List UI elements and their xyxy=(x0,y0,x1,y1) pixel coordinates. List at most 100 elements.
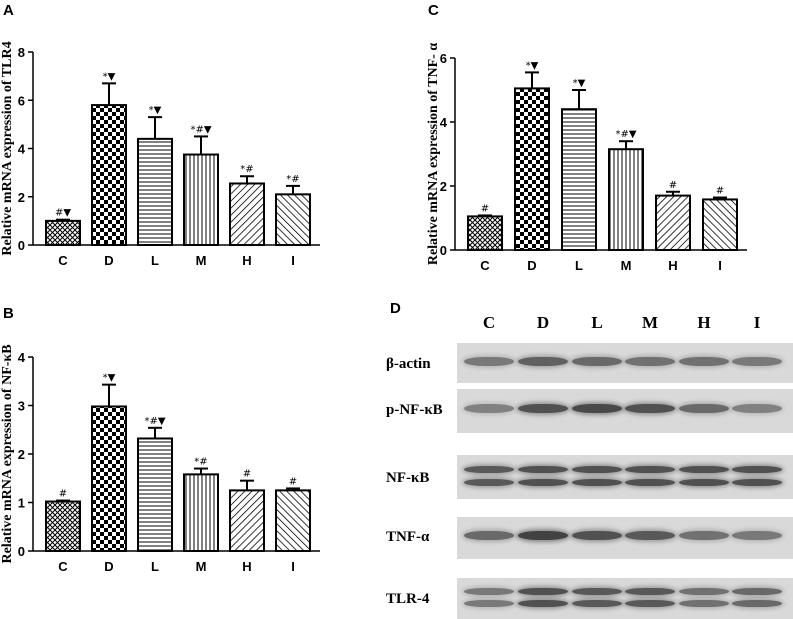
chart-b-bar-C xyxy=(45,500,81,552)
blot-band-nf-b-I-1 xyxy=(732,478,782,486)
chart-a-annotation-I: *# xyxy=(286,174,299,185)
chart-b-bar-M xyxy=(183,473,219,552)
blot-band-tnf-M-0 xyxy=(625,531,675,541)
blot-band-nf-b-L-1 xyxy=(572,478,622,486)
chart-c-bar-M xyxy=(608,148,644,251)
blot-strip-p-nf-b xyxy=(457,389,793,433)
blot-band-tlr-4-C-0 xyxy=(464,587,514,595)
blot-band-tlr-4-C-1 xyxy=(464,599,514,607)
chart-c-bar-I xyxy=(702,198,738,252)
blot-row-label-p-nf-b: p-NF-κB xyxy=(386,402,443,418)
blot-band-nf-b-D-0 xyxy=(518,465,568,473)
chart-a-bar-M xyxy=(183,153,219,246)
blot-lane-label-L: L xyxy=(591,313,603,332)
blot-strip-nf-b xyxy=(457,455,793,499)
blot-band-tlr-4-H-1 xyxy=(679,599,729,607)
blot-lane-label-I: I xyxy=(753,313,761,332)
chart-c-ylabel: Relative mRNA expression of TNF- α xyxy=(426,43,441,266)
chart-a-ytick-label-0: 0 xyxy=(18,238,25,253)
chart-a-xtick-label-I: I xyxy=(291,253,295,268)
blot-lane-label-C: C xyxy=(482,313,496,332)
blot-band-tlr-4-M-0 xyxy=(625,587,675,595)
blot-band-nf-b-L-0 xyxy=(572,465,622,473)
chart-c-annotation-C: # xyxy=(481,203,489,214)
chart-c-bar-C xyxy=(467,215,503,251)
chart-b-xtick-label-I: I xyxy=(291,559,295,574)
blot-band-nf-b-M-0 xyxy=(625,465,675,473)
chart-c-ytick-label-0: 0 xyxy=(440,243,447,258)
chart-c-xtick-label-D: D xyxy=(527,258,536,273)
blot-strip-tnf xyxy=(457,517,793,559)
blot-band-actin-H-0 xyxy=(679,356,729,366)
blot-band-tnf-D-0 xyxy=(518,531,568,541)
blot-band-actin-I-0 xyxy=(732,356,782,366)
chart-c-annotation-H: # xyxy=(669,180,677,191)
chart-a-bar-I xyxy=(275,193,311,246)
chart-b-bar-I xyxy=(275,489,311,552)
blot-band-actin-L-0 xyxy=(572,356,622,366)
chart-b-ytick-label-2: 2 xyxy=(18,447,25,462)
chart-b-bar-L xyxy=(137,437,173,553)
chart-b-ytick-label-4: 4 xyxy=(18,350,26,365)
chart-a-ytick-label-8: 8 xyxy=(18,45,25,60)
chart-a-bar-C xyxy=(45,219,81,246)
chart-b-ytick-label-1: 1 xyxy=(18,496,25,511)
chart-c-bar-H xyxy=(655,194,691,252)
chart-a-annotation-M: *#▼ xyxy=(190,124,211,135)
panel-letter-a: A xyxy=(3,2,14,19)
chart-a-annotation-L: *▼ xyxy=(149,105,162,116)
blot-band-p-nf-b-C-0 xyxy=(464,404,514,414)
chart-c-annotation-D: *▼ xyxy=(526,60,539,71)
panel-letter-d: D xyxy=(390,300,401,317)
chart-c-ytick-label-2: 2 xyxy=(440,179,447,194)
chart-a-ytick-label-4: 4 xyxy=(18,142,26,157)
chart-b-xtick-label-C: C xyxy=(58,559,68,574)
chart-c-bar-D xyxy=(514,87,550,252)
chart-c-xtick-label-H: H xyxy=(668,258,677,273)
blot-band-nf-b-D-1 xyxy=(518,478,568,486)
chart-c-bar-L xyxy=(561,108,597,251)
chart-a-bar-D xyxy=(91,104,127,246)
chart-b-xtick-label-D: D xyxy=(104,559,113,574)
blot-band-tnf-H-0 xyxy=(679,531,729,541)
blot-band-tnf-I-0 xyxy=(732,531,782,541)
chart-a-ytick-label-6: 6 xyxy=(18,93,25,108)
blot-band-actin-C-0 xyxy=(464,356,514,366)
blot-row-label-tlr-4: TLR-4 xyxy=(386,591,430,607)
chart-c-xtick-label-I: I xyxy=(718,258,722,273)
blot-band-tlr-4-L-0 xyxy=(572,587,622,595)
chart-c-xtick-label-C: C xyxy=(480,258,490,273)
chart-a-annotation-D: *▼ xyxy=(103,71,116,82)
blot-band-tnf-L-0 xyxy=(572,531,622,541)
blot-row-label-tnf: TNF-α xyxy=(386,529,430,545)
chart-c-annotation-M: *#▼ xyxy=(615,129,636,140)
blot-band-actin-M-0 xyxy=(625,356,675,366)
chart-a-annotation-H: *# xyxy=(240,164,253,175)
blot-band-nf-b-M-1 xyxy=(625,478,675,486)
chart-a-bar-H xyxy=(229,182,265,246)
chart-b-ytick-label-3: 3 xyxy=(18,399,25,414)
blot-band-nf-b-H-0 xyxy=(679,465,729,473)
blot-band-tnf-C-0 xyxy=(464,531,514,541)
blot-band-tlr-4-M-1 xyxy=(625,599,675,607)
chart-b-annotation-I: # xyxy=(289,476,297,487)
chart-c-xtick-label-L: L xyxy=(575,258,583,273)
blot-band-p-nf-b-L-0 xyxy=(572,404,622,414)
chart-b-ylabel: Relative mRNA expression of NF-κB xyxy=(0,344,15,563)
blot-lane-label-D: D xyxy=(536,313,550,332)
chart-b-xtick-label-M: M xyxy=(196,559,207,574)
chart-b-bar-H xyxy=(229,489,265,552)
blot-band-tlr-4-L-1 xyxy=(572,599,622,607)
chart-b-annotation-L: *#▼ xyxy=(144,416,165,427)
blot-band-p-nf-b-D-0 xyxy=(518,404,568,414)
blot-band-tlr-4-D-0 xyxy=(518,587,568,595)
chart-c-annotation-L: *▼ xyxy=(573,78,586,89)
chart-a-ylabel: Relative mRNA expression of TLR4 xyxy=(0,41,15,255)
blot-band-tlr-4-I-1 xyxy=(732,599,782,607)
chart-b-bar-D xyxy=(91,405,127,552)
blot-band-actin-D-0 xyxy=(518,356,568,366)
blot-band-tlr-4-D-1 xyxy=(518,599,568,607)
chart-b-ytick-label-0: 0 xyxy=(18,544,25,559)
blot-band-p-nf-b-I-0 xyxy=(732,404,782,414)
